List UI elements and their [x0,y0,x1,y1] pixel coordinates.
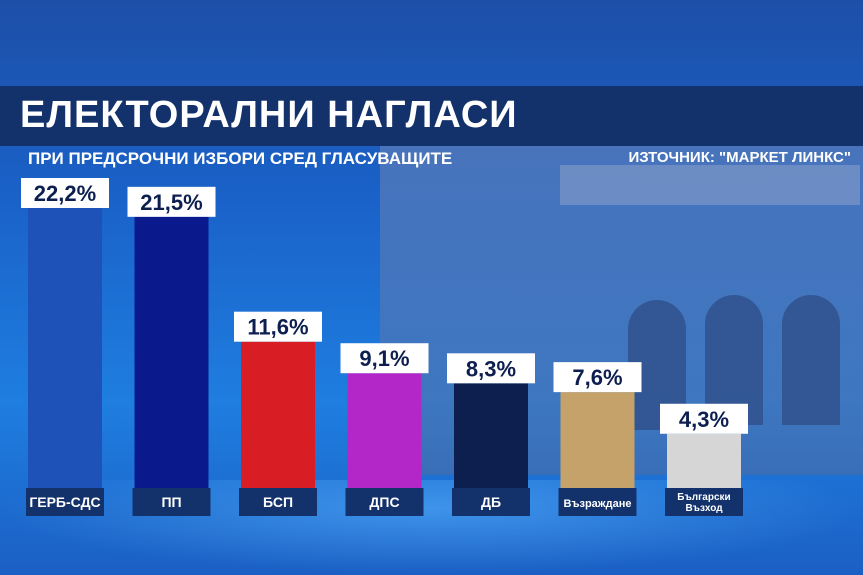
category-label-3: ДПС [345,488,424,516]
svg-text:4,3%: 4,3% [679,407,729,432]
svg-text:ДПС: ДПС [369,494,399,510]
svg-text:ПП: ПП [161,494,181,510]
category-label-2: БСП [239,488,317,516]
value-label-6: 4,3% [660,403,748,434]
building-frieze [560,165,860,205]
value-label-3: 9,1% [340,343,429,374]
building-arch [782,295,840,425]
svg-text:Възраждане: Възраждане [564,498,632,510]
value-label-0: 22,2% [21,178,109,208]
building-arch [705,295,763,425]
category-label-1: ПП [132,488,211,516]
value-label-1: 21,5% [127,186,216,217]
value-label-4: 8,3% [447,353,535,384]
bar-4 [454,383,528,488]
bar-0 [28,208,102,488]
category-label-5: Възраждане [558,488,637,516]
svg-text:Възход: Възход [685,503,723,514]
svg-text:ГЕРБ-СДС: ГЕРБ-СДС [29,494,100,510]
bar-5 [560,392,635,488]
svg-text:8,3%: 8,3% [466,356,516,381]
page-title: ЕЛЕКТОРАЛНИ НАГЛАСИ [20,94,518,136]
svg-text:22,2%: 22,2% [34,181,96,206]
bar-2 [241,341,315,488]
svg-text:11,6%: 11,6% [247,315,308,340]
svg-text:Български: Български [677,492,730,503]
bar-1 [134,216,209,488]
category-label-4: ДБ [452,488,530,516]
svg-text:21,5%: 21,5% [140,190,202,215]
category-label-0: ГЕРБ-СДС [26,488,104,516]
svg-text:ДБ: ДБ [481,494,501,510]
svg-text:БСП: БСП [263,494,293,510]
svg-text:7,6%: 7,6% [572,365,622,390]
value-label-2: 11,6% [234,311,322,342]
value-label-5: 7,6% [553,362,642,393]
source-label: ИЗТОЧНИК: "МАРКЕТ ЛИНКС" [628,149,851,166]
bar-3 [347,373,422,488]
svg-text:9,1%: 9,1% [359,346,409,371]
title-band [0,86,863,146]
bar-6 [667,433,741,488]
chart-subtitle: ПРИ ПРЕДСРОЧНИ ИЗБОРИ СРЕД ГЛАСУВАЩИТЕ [28,149,453,168]
